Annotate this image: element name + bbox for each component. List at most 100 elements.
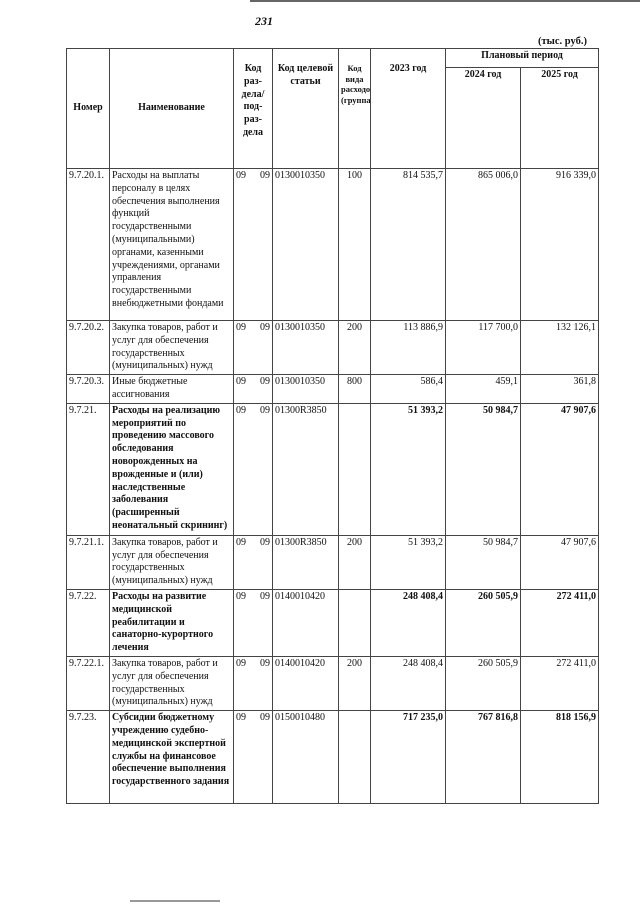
row-2023: 248 408,4 <box>370 588 446 657</box>
row-section-code: 09 09 <box>233 710 273 805</box>
subsection: 09 <box>260 657 270 669</box>
row-2024: 50 984,7 <box>445 534 521 590</box>
row-target-code: 0130010350 <box>272 374 339 404</box>
row-section-code: 09 09 <box>233 168 273 321</box>
section: 09 <box>236 536 246 548</box>
section: 09 <box>236 404 246 416</box>
table-row: 9.7.23. Субсидии бюджетному учреждению су… <box>66 710 600 805</box>
section: 09 <box>236 322 246 333</box>
row-expense-type: 200 <box>338 534 371 590</box>
table-row: 9.7.20.3. Иные бюджетные ассигнования 09 09… <box>66 374 600 404</box>
row-section-code: 09 09 <box>233 319 273 376</box>
row-2025: 272 411,0 <box>519 655 600 712</box>
row-2024: 865 006,0 <box>445 168 521 321</box>
row-expense-type: 200 <box>338 655 371 712</box>
row-expense-type: 100 <box>338 168 371 321</box>
row-2025: 47 907,6 <box>519 402 600 536</box>
row-2025: 818 156,9 <box>519 710 600 805</box>
row-2023: 113 886,9 <box>370 319 446 376</box>
row-name: Закупка товаров, работ и услуг для обесп… <box>109 319 234 376</box>
row-name: Расходы на развитие медицинской реабилит… <box>109 588 234 657</box>
row-name: Расходы на реализацию мероприятий по про… <box>109 402 234 536</box>
row-2025: 47 907,6 <box>519 534 600 590</box>
row-target-code: 0150010480 <box>272 710 339 805</box>
row-2023: 51 393,2 <box>370 402 446 536</box>
subsection: 09 <box>260 404 270 416</box>
row-expense-type <box>338 588 371 657</box>
row-2025: 132 126,1 <box>519 319 600 376</box>
row-name: Закупка товаров, работ и услуг для обесп… <box>109 534 234 590</box>
row-2023: 814 535,7 <box>370 168 446 321</box>
row-expense-type <box>338 710 371 805</box>
table-row: 9.7.22. Расходы на развитие медицинской р… <box>66 588 600 657</box>
row-target-code: 0130010350 <box>272 168 339 321</box>
row-2023: 51 393,2 <box>370 534 446 590</box>
budget-table: Номер Наименование Код раз-дела/ под-раз… <box>66 48 600 805</box>
units-label: (тыс. руб.) <box>538 36 587 47</box>
row-name: Субсидии бюджетному учреждению судебно-м… <box>109 710 234 805</box>
row-2024: 767 816,8 <box>445 710 521 805</box>
table-row: 9.7.21. Расходы на реализацию мероприятий… <box>66 402 600 536</box>
row-2023: 717 235,0 <box>370 710 446 805</box>
header-2023: 2023 год <box>370 48 446 169</box>
row-number: 9.7.20.3. <box>66 374 110 404</box>
section: 09 <box>236 712 246 724</box>
table-row: 9.7.21.1. Закупка товаров, работ и услуг … <box>66 534 600 590</box>
row-2024: 117 700,0 <box>445 319 521 376</box>
row-2025: 361,8 <box>519 374 600 404</box>
header-number: Номер <box>66 48 110 169</box>
row-2025: 272 411,0 <box>519 588 600 657</box>
row-2024: 260 505,9 <box>445 655 521 712</box>
row-section-code: 09 09 <box>233 374 273 404</box>
row-target-code: 0140010420 <box>272 655 339 712</box>
row-section-code: 09 09 <box>233 588 273 657</box>
table-row: 9.7.22.1. Закупка товаров, работ и услуг … <box>66 655 600 712</box>
subsection: 09 <box>260 322 270 333</box>
section: 09 <box>236 657 246 669</box>
row-name: Закупка товаров, работ и услуг для обесп… <box>109 655 234 712</box>
scan-edge-line <box>130 900 220 902</box>
header-planned-period: Плановый период <box>444 48 600 68</box>
row-name: Расходы на выплаты персоналу в целях обе… <box>109 168 234 321</box>
subsection: 09 <box>260 536 270 548</box>
row-expense-type <box>338 402 371 536</box>
subsection: 09 <box>260 712 270 724</box>
header-2025: 2025 год <box>519 67 600 169</box>
section: 09 <box>236 170 246 181</box>
row-2023: 248 408,4 <box>370 655 446 712</box>
table-row: 9.7.20.2. Закупка товаров, работ и услуг … <box>66 319 600 376</box>
row-number: 9.7.22. <box>66 588 110 657</box>
row-number: 9.7.23. <box>66 710 110 805</box>
row-number: 9.7.22.1. <box>66 655 110 712</box>
scan-edge-line <box>250 0 640 2</box>
row-expense-type: 200 <box>338 319 371 376</box>
row-target-code: 0130010350 <box>272 319 339 376</box>
header-target-code: Код целевой статьи <box>272 48 339 169</box>
table-row: 9.7.20.1. Расходы на выплаты персоналу в … <box>66 168 600 321</box>
row-2023: 586,4 <box>370 374 446 404</box>
subsection: 09 <box>260 376 270 388</box>
row-expense-type: 800 <box>338 374 371 404</box>
row-section-code: 09 09 <box>233 534 273 590</box>
header-name: Наименование <box>109 48 234 169</box>
row-2024: 459,1 <box>445 374 521 404</box>
section: 09 <box>236 590 246 602</box>
header-section-code: Код раз-дела/ под-раз-дела <box>233 48 273 169</box>
row-section-code: 09 09 <box>233 402 273 536</box>
page-number: 231 <box>255 14 273 28</box>
row-target-code: 01300R3850 <box>272 402 339 536</box>
row-number: 9.7.21.1. <box>66 534 110 590</box>
header-expense-type: Код вида расходов (группа) <box>338 48 371 169</box>
section: 09 <box>236 376 246 388</box>
row-2024: 260 505,9 <box>445 588 521 657</box>
row-section-code: 09 09 <box>233 655 273 712</box>
row-name: Иные бюджетные ассигнования <box>109 374 234 404</box>
row-target-code: 0140010420 <box>272 588 339 657</box>
header-2024: 2024 год <box>445 67 521 169</box>
row-2025: 916 339,0 <box>519 168 600 321</box>
row-target-code: 01300R3850 <box>272 534 339 590</box>
row-number: 9.7.20.2. <box>66 319 110 376</box>
row-number: 9.7.21. <box>66 402 110 536</box>
row-number: 9.7.20.1. <box>66 168 110 321</box>
subsection: 09 <box>260 590 270 602</box>
